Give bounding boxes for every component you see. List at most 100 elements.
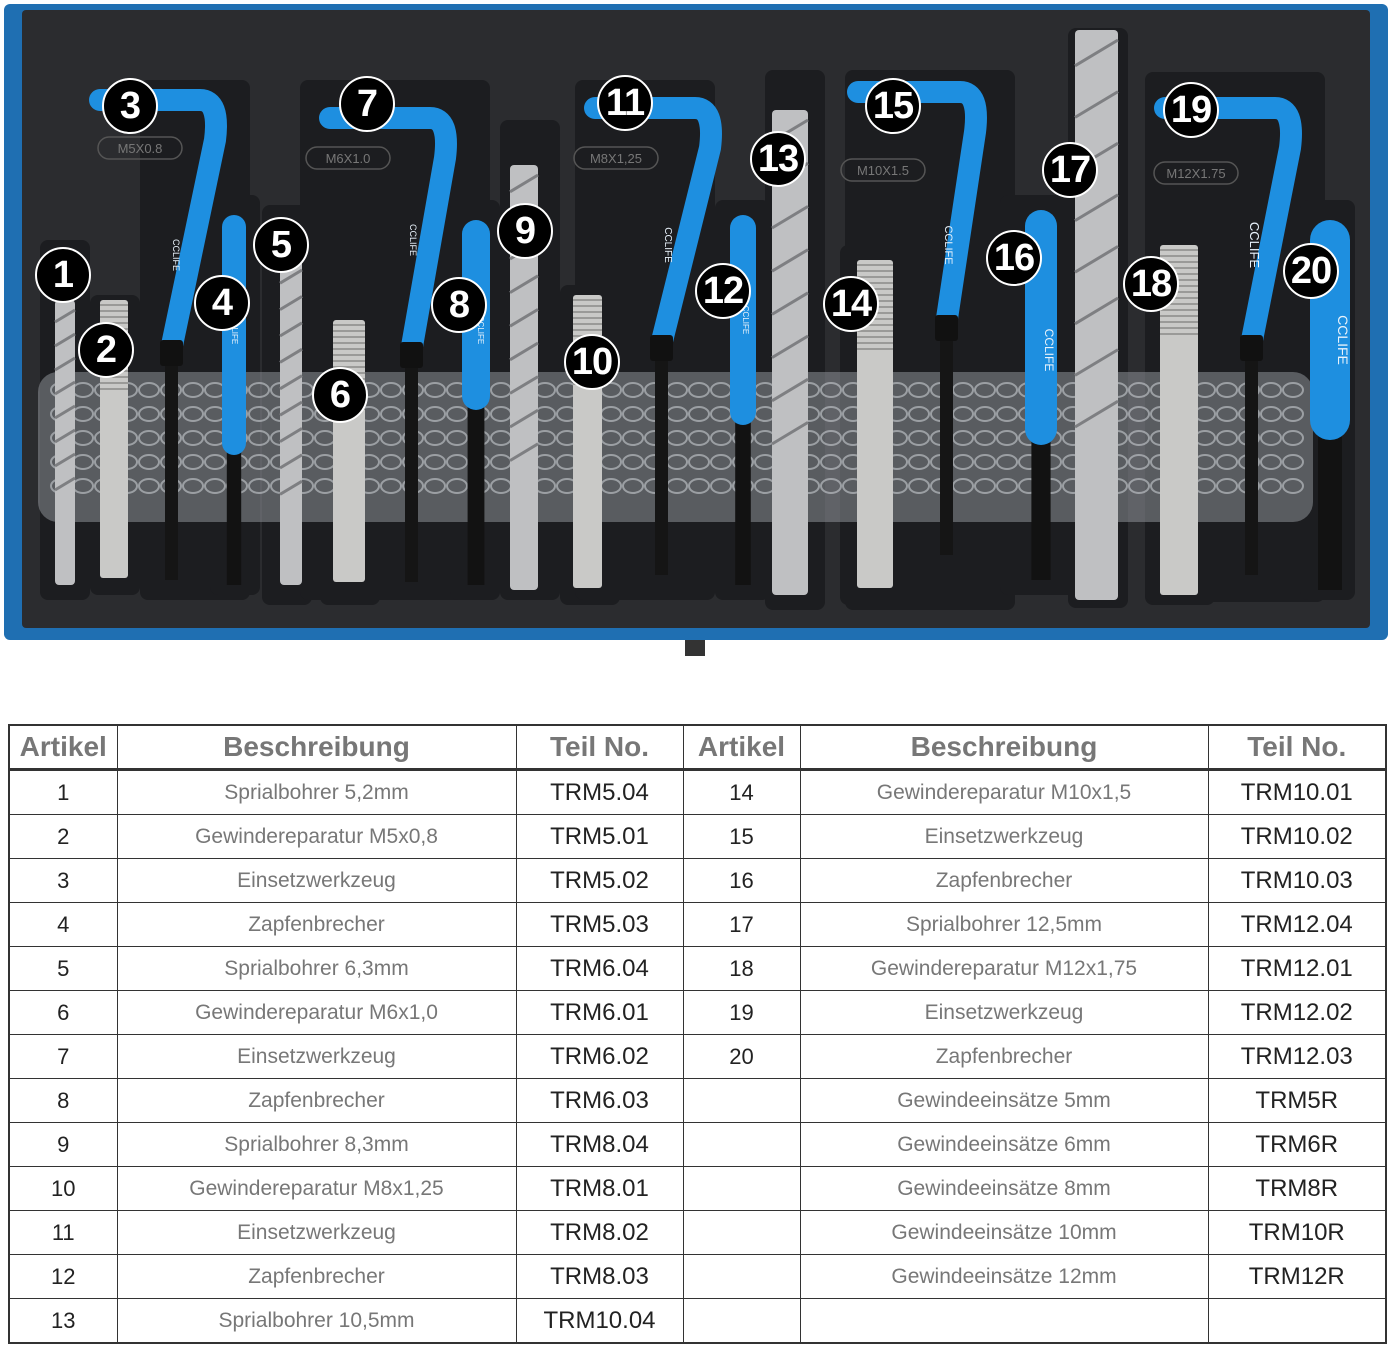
cell-part: TRM10.03: [1207, 858, 1387, 903]
cell-desc: Gewindereparatur M12x1,75: [799, 946, 1209, 991]
thread-insert-coil: [710, 430, 732, 446]
item-number-badge: 2: [78, 322, 134, 378]
size-label-pill: [305, 146, 391, 170]
thread-insert-coil: [908, 406, 930, 422]
size-label: M5X0.8: [118, 141, 163, 156]
cell-part: TRM10R: [1207, 1210, 1387, 1255]
drill-flute: [509, 173, 539, 194]
drill-flute: [509, 442, 539, 462]
item-number-badge: 5: [253, 217, 309, 273]
cell-part: TRM12.01: [1207, 946, 1387, 991]
cell-artikel: 17: [682, 902, 801, 947]
thread-insert-coil: [974, 430, 996, 446]
thread-insert-coil: [138, 478, 160, 494]
thread-insert-coil: [688, 454, 710, 470]
drill-flute: [1074, 245, 1119, 274]
cell-artikel: 4: [8, 902, 118, 947]
table-row: 4 Zapfenbrecher TRM5.03 17 Sprialbohrer 12,5…: [8, 902, 1387, 947]
item-number-badge: 7: [339, 76, 395, 132]
thread-insert-coil: [688, 406, 710, 422]
cell-artikel: [682, 1254, 801, 1299]
cell-artikel: 9: [8, 1122, 118, 1167]
cell-artikel: 1: [8, 769, 118, 815]
item-number-badge: 3: [102, 78, 158, 134]
thread-insert-coil: [622, 430, 644, 446]
drill-flute: [509, 408, 539, 429]
twist-drill: [772, 110, 808, 595]
thread-insert-coil: [688, 478, 710, 494]
thread-insert-coil: [1216, 406, 1238, 422]
tang-breaker-shaft: [1031, 435, 1051, 580]
drill-flute: [771, 205, 809, 230]
table-row: 2 Gewindereparatur M5x0,8 TRM5.01 15 Einsetz…: [8, 814, 1387, 859]
thread-insert-coil: [974, 406, 996, 422]
thread-insert-coil: [424, 430, 446, 446]
twist-drill: [1075, 30, 1118, 600]
cell-part: TRM12.04: [1207, 902, 1387, 947]
cell-part: TRM10.01: [1207, 769, 1387, 815]
insertion-tool-shaft: [1245, 343, 1258, 575]
cell-desc: Sprialbohrer 5,2mm: [116, 769, 517, 815]
thread-insert-coil: [688, 430, 710, 446]
cell-artikel: [682, 1122, 801, 1167]
thread-insert-coil: [204, 454, 226, 470]
insertion-tool-handle: [847, 81, 987, 336]
thread-insert-coil: [1260, 430, 1282, 446]
cell-desc: Sprialbohrer 10,5mm: [116, 1298, 517, 1344]
thread-insert-coil: [622, 478, 644, 494]
thread-insert-coil: [380, 430, 402, 446]
cell-desc: Gewindereparatur M8x1,25: [116, 1166, 517, 1211]
cell-desc: Sprialbohrer 12,5mm: [799, 902, 1209, 947]
thread-insert-coil: [446, 406, 468, 422]
item-number-badge: 1: [35, 247, 91, 303]
cell-desc: Sprialbohrer 8,3mm: [116, 1122, 517, 1167]
drill-flute: [54, 452, 76, 468]
brand-mark: CCLIFE: [408, 224, 418, 256]
thread-insert-coil: [1216, 382, 1238, 398]
drill-flute: [279, 479, 303, 496]
drill-flute: [1074, 399, 1119, 429]
thread-insert-coil: [996, 406, 1018, 422]
thread-insert-coil: [446, 454, 468, 470]
brand-mark: CCLIFE: [230, 316, 239, 344]
cell-artikel: 20: [682, 1034, 801, 1079]
table-row: 7 Einsetzwerkzeug TRM6.02 20 Zapfenbrecher TR…: [8, 1034, 1387, 1079]
item-number-badge: 19: [1163, 82, 1219, 138]
thread-insert-coil: [820, 454, 842, 470]
thread-insert-coil: [446, 430, 468, 446]
item-number-badge: 17: [1042, 142, 1098, 198]
thread-insert-coil: [248, 430, 270, 446]
header-artikel: Artikel: [682, 724, 801, 771]
cell-desc: Gewindeeinsätze 10mm: [799, 1210, 1209, 1255]
thread-insert-coil: [1282, 382, 1304, 398]
drill-flute: [54, 404, 76, 420]
size-label-pill: [97, 136, 183, 160]
cell-part: TRM6R: [1207, 1122, 1387, 1167]
drill-flute: [279, 374, 303, 391]
cell-part: TRM5.04: [515, 769, 684, 815]
size-label-pill: [840, 158, 926, 182]
cell-part: [1207, 1298, 1387, 1344]
cell-artikel: [682, 1166, 801, 1211]
insertion-tool-handle: [319, 107, 457, 363]
drill-flute: [54, 356, 76, 372]
thread-insert-coil: [1260, 406, 1282, 422]
drill-flute: [279, 427, 303, 443]
item-number-badge: 9: [497, 203, 553, 259]
tang-breaker-shaft: [467, 400, 485, 585]
brand-mark: CCLIFE: [741, 306, 750, 334]
drill-flute: [1074, 90, 1119, 119]
drill-flute: [771, 377, 809, 403]
brand-mark: CCLIFE: [1247, 222, 1262, 269]
header-beschreibung: Beschreibung: [799, 724, 1209, 771]
size-label: M6X1.0: [326, 151, 371, 166]
header-teil-no: Teil No.: [515, 724, 684, 771]
table-row: 11 Einsetzwerkzeug TRM8.02 Gewindeeinsätze …: [8, 1210, 1387, 1255]
thread-insert-coil: [1128, 430, 1150, 446]
tang-breaker-shaft: [226, 445, 242, 585]
table-row: 5 Sprialbohrer 6,3mm TRM6.04 18 Gewinderepar…: [8, 946, 1387, 991]
thread-insert-coil: [710, 478, 732, 494]
cell-part: TRM5.03: [515, 902, 684, 947]
thread-insert-coil: [996, 382, 1018, 398]
cell-desc: Zapfenbrecher: [116, 1254, 517, 1299]
